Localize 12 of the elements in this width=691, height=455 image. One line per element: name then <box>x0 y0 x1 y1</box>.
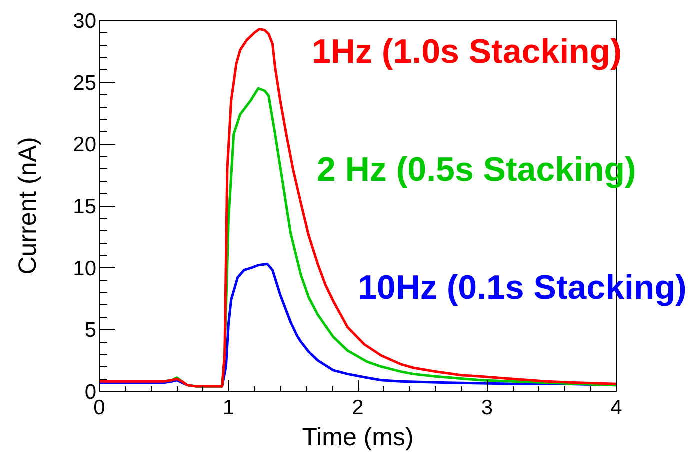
y-tick-label: 20 <box>73 134 96 157</box>
y-tick-label: 15 <box>73 196 96 218</box>
x-tick-label: 2 <box>352 396 364 420</box>
y-tick-label: 10 <box>73 257 96 280</box>
y-axis-title: Current (nA) <box>14 137 42 275</box>
x-tick-label: 3 <box>481 396 494 420</box>
x-tick-label: 1 <box>222 396 235 420</box>
x-tick-label: 4 <box>610 396 623 420</box>
y-tick-label: 30 <box>73 10 96 33</box>
y-tick-label: 5 <box>84 319 97 342</box>
y-tick-label: 25 <box>73 72 96 95</box>
x-axis-title: Time (ms) <box>302 424 414 452</box>
